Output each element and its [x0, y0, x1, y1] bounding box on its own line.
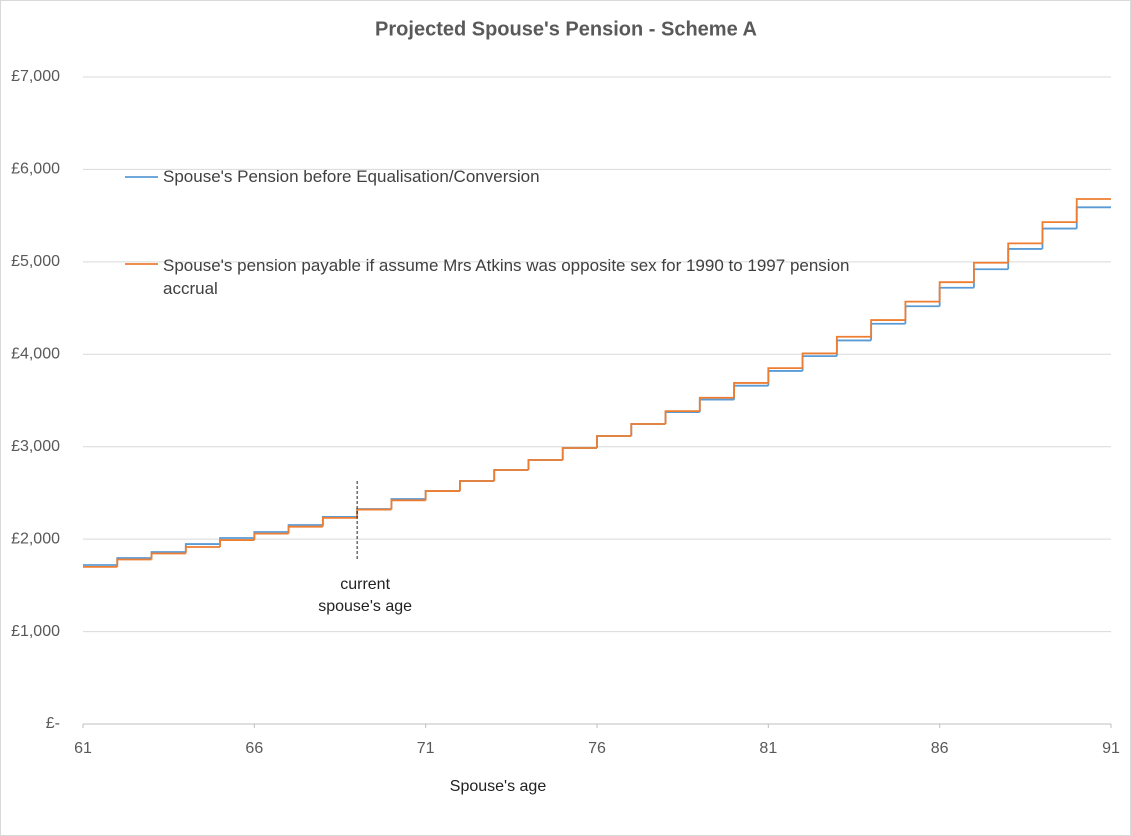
step-segment — [698, 396, 735, 412]
step-segment — [493, 469, 529, 482]
x-axis-title: Spouse's age — [450, 778, 547, 795]
step-segment — [424, 490, 460, 501]
step-segment — [664, 410, 700, 424]
y-tick-label: £7,000 — [11, 68, 60, 85]
step-segment — [150, 552, 186, 560]
y-tick-label: £- — [46, 715, 60, 732]
y-tick-label: £5,000 — [11, 253, 60, 270]
y-tick-label: £3,000 — [11, 438, 60, 455]
step-segment — [1041, 221, 1077, 244]
y-tick-label: £1,000 — [11, 623, 60, 640]
x-tick-label: 61 — [74, 740, 92, 757]
step-segment — [116, 558, 152, 567]
step-segment — [287, 525, 323, 534]
step-segment — [733, 382, 769, 398]
step-segment — [801, 352, 837, 369]
step-segment — [253, 532, 289, 541]
step-segment — [1007, 242, 1043, 263]
step-segment — [527, 459, 563, 471]
step-segment — [767, 367, 803, 383]
x-tick-label: 86 — [931, 740, 949, 757]
step-segment — [904, 300, 940, 321]
step-segment — [459, 480, 495, 492]
step-segment — [938, 281, 974, 302]
step-segment — [870, 319, 906, 337]
step-segment — [356, 508, 392, 518]
step-segment — [1075, 198, 1111, 223]
step-segment — [973, 261, 1009, 283]
x-tick-label: 66 — [245, 740, 263, 757]
legend-label: Spouse's pension payable if assume Mrs A… — [163, 256, 850, 298]
step-segment — [596, 435, 632, 449]
step-segment — [561, 447, 597, 461]
x-tick-label: 76 — [588, 740, 606, 757]
x-tick-label: 71 — [417, 740, 435, 757]
annotation-text: current spouse's age — [318, 576, 413, 615]
step-segment — [184, 546, 221, 554]
x-tick-label: 81 — [759, 740, 777, 757]
step-segment — [390, 499, 426, 510]
step-segment — [321, 516, 358, 527]
step-segment — [630, 423, 666, 436]
step-segment — [835, 335, 872, 354]
step-segment — [219, 539, 255, 547]
legend-label: Spouse's Pension before Equalisation/Con… — [163, 167, 540, 186]
y-tick-label: £6,000 — [11, 161, 60, 178]
chart-title: Projected Spouse's Pension - Scheme A — [375, 18, 757, 40]
x-tick-label: 91 — [1102, 740, 1120, 757]
y-tick-label: £4,000 — [11, 346, 60, 363]
y-tick-label: £2,000 — [11, 530, 60, 547]
